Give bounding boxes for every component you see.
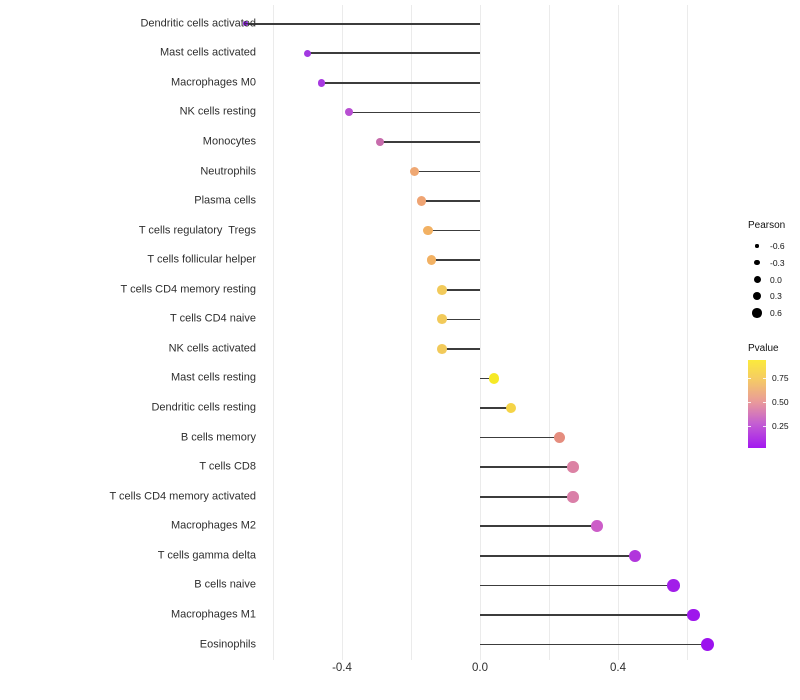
y-axis-label: NK cells resting (179, 105, 256, 118)
y-axis-label: Eosinophils (199, 638, 256, 651)
pearson-legend-label: -0.3 (770, 257, 785, 268)
lollipop-stick (480, 495, 574, 498)
y-axis-label: Mast cells resting (171, 371, 256, 384)
x-axis-tick-label: -0.4 (332, 662, 352, 674)
y-axis-label: Monocytes (202, 135, 256, 148)
lollipop-dot (553, 431, 566, 444)
y-axis-label: Neutrophils (200, 165, 256, 178)
lollipop-stick (480, 525, 598, 528)
y-axis-label: Macrophages M2 (171, 519, 256, 532)
lollipop-stick (480, 436, 560, 439)
y-axis-label: T cells CD4 memory activated (109, 490, 256, 503)
lollipop-stick (307, 52, 480, 55)
pvalue-legend-label: 0.25 (772, 420, 789, 431)
lollipop-dot (567, 461, 579, 473)
lollipop-dot (243, 21, 248, 26)
pearson-legend-dot (752, 292, 762, 301)
lollipop-stick (480, 377, 494, 380)
pearson-legend-dot (753, 276, 761, 283)
lollipop-stick (321, 81, 480, 84)
pearson-legend-label: 0.0 (770, 274, 782, 285)
lollipop-dot (344, 108, 353, 117)
pvalue-legend-title: Pvalue (748, 343, 779, 354)
lollipop-dot (567, 490, 579, 503)
lollipop-dot (701, 638, 715, 652)
x-gridline (548, 5, 550, 660)
lollipop-dot (687, 608, 701, 622)
x-gridline (272, 5, 274, 660)
lollipop-stick (428, 229, 480, 232)
y-axis-label: B cells memory (180, 431, 256, 444)
y-axis-label: Dendritic cells activated (140, 17, 256, 30)
lollipop-stick (480, 584, 674, 587)
pvalue-colorbar-tick (763, 426, 766, 427)
x-gridline (410, 5, 412, 660)
pearson-legend-dot (755, 244, 759, 248)
lollipop-dot (303, 49, 312, 57)
y-axis-label: NK cells activated (168, 342, 256, 355)
lollipop-dot (416, 196, 427, 206)
lollipop-stick (348, 111, 480, 114)
lollipop-dot (409, 166, 420, 177)
pvalue-colorbar-tick (763, 401, 766, 403)
pearson-legend-title: Pearson (748, 220, 786, 231)
pvalue-colorbar-tick (748, 426, 751, 427)
y-axis-label: Plasma cells (194, 194, 256, 207)
lollipop-stick (379, 141, 480, 143)
lollipop-dot (437, 344, 447, 354)
lollipop-stick (431, 259, 480, 262)
pearson-legend-label: 0.3 (770, 291, 782, 301)
y-axis-label: T cells follicular helper (147, 253, 256, 266)
x-axis-tick-label: 0.4 (610, 662, 626, 674)
lollipop-stick (442, 318, 480, 321)
lollipop-dot (437, 284, 447, 295)
pvalue-legend-label: 0.75 (772, 372, 789, 383)
lollipop-stick (421, 200, 480, 202)
pvalue-colorbar-tick (748, 401, 751, 403)
y-axis-label: B cells naive (194, 578, 256, 591)
x-gridline (341, 5, 343, 660)
y-axis-label: Macrophages M1 (171, 608, 256, 621)
pearson-legend-dot (752, 308, 762, 318)
lollipop-stick (480, 407, 512, 409)
y-axis-label: T cells CD4 naive (170, 312, 256, 325)
lollipop-dot (629, 549, 642, 563)
lollipop-stick (245, 22, 480, 25)
y-axis-label: T cells regulatory Tregs (138, 224, 256, 237)
pvalue-colorbar (748, 360, 766, 448)
lollipop-dot (317, 79, 326, 87)
pvalue-colorbar-tick (748, 377, 751, 379)
y-axis-label: Macrophages M0 (171, 76, 256, 89)
lollipop-stick (480, 466, 574, 469)
lollipop-stick (480, 643, 708, 646)
lollipop-stick (442, 348, 480, 350)
x-gridline (617, 5, 619, 660)
pvalue-legend-label: 0.50 (772, 396, 789, 407)
lollipop-dot (426, 255, 437, 266)
y-axis-label: T cells CD8 (199, 460, 256, 473)
lollipop-dot (591, 520, 604, 533)
y-axis-label: T cells CD4 memory resting (120, 283, 257, 296)
pearson-legend-dot (754, 260, 760, 266)
lollipop-dot (375, 137, 385, 147)
pvalue-colorbar-tick (763, 377, 766, 379)
pearson-legend-label: 0.6 (770, 307, 782, 318)
x-gridline (479, 5, 481, 660)
lollipop-stick (442, 288, 480, 291)
lollipop-dot (423, 225, 433, 236)
lollipop-dot (437, 314, 447, 325)
lollipop-stick (480, 614, 694, 616)
lollipop-stick (414, 170, 480, 173)
y-axis-label: T cells gamma delta (157, 549, 256, 562)
y-axis-label: Dendritic cells resting (151, 401, 256, 414)
pearson-legend-label: -0.6 (770, 240, 785, 251)
lollipop-dot (505, 402, 517, 414)
x-axis-tick-label: 0.0 (472, 662, 488, 674)
lollipop-dot (666, 579, 680, 592)
lollipop-stick (480, 555, 636, 557)
x-gridline (686, 5, 688, 660)
lollipop-dot (488, 373, 500, 384)
y-axis-label: Mast cells activated (160, 46, 256, 59)
